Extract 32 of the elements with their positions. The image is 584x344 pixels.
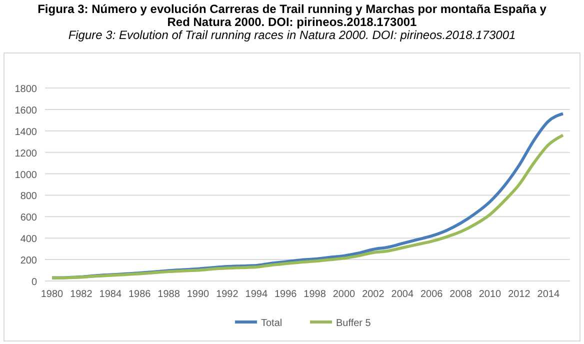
x-tick-label: 1982 [70, 289, 93, 300]
y-tick-label: 1800 [14, 84, 38, 95]
x-tick-label: 1990 [186, 289, 210, 300]
y-tick-label: 600 [20, 212, 38, 224]
y-tick-label: 800 [20, 191, 38, 202]
x-tick-label: 2002 [362, 289, 385, 300]
x-tick-label: 1992 [216, 289, 239, 300]
chart-subtitle: Figure 3: Evolution of Trail running races in Natura 2000. DOI: pirineos.2018.173001 [68, 28, 516, 42]
x-tick-label: 2000 [332, 289, 356, 300]
legend-label: Total [261, 318, 282, 329]
x-tick-label: 1994 [245, 289, 268, 300]
y-tick-label: 1600 [14, 105, 38, 116]
x-tick-label: 1984 [99, 289, 122, 300]
x-tick-label: 1980 [40, 289, 64, 300]
y-tick-label: 1200 [14, 148, 38, 160]
x-tick-label: 2014 [537, 289, 560, 300]
y-tick-label: 1400 [14, 126, 38, 138]
x-tick-label: 1996 [274, 289, 298, 300]
x-tick-label: 2006 [420, 289, 444, 300]
x-tick-label: 2008 [450, 289, 472, 300]
y-tick-label: 400 [20, 234, 38, 246]
legend-label: Buffer 5 [336, 318, 372, 329]
y-tick-label: 0 [31, 277, 38, 288]
x-tick-label: 1988 [158, 289, 180, 300]
x-tick-label: 1998 [304, 289, 326, 300]
y-tick-label: 1000 [14, 170, 38, 181]
chart-title: Figura 3: Número y evolución Carreras de Trail running y Marchas por montaña España y Red Natura 2000. DOI: pirineos.2018.173001 [38, 2, 547, 29]
x-tick-label: 2004 [391, 289, 414, 300]
y-tick-label: 200 [20, 256, 38, 267]
x-tick-label: 1986 [128, 289, 152, 300]
x-tick-label: 2010 [478, 289, 502, 300]
x-tick-label: 2012 [508, 289, 531, 300]
